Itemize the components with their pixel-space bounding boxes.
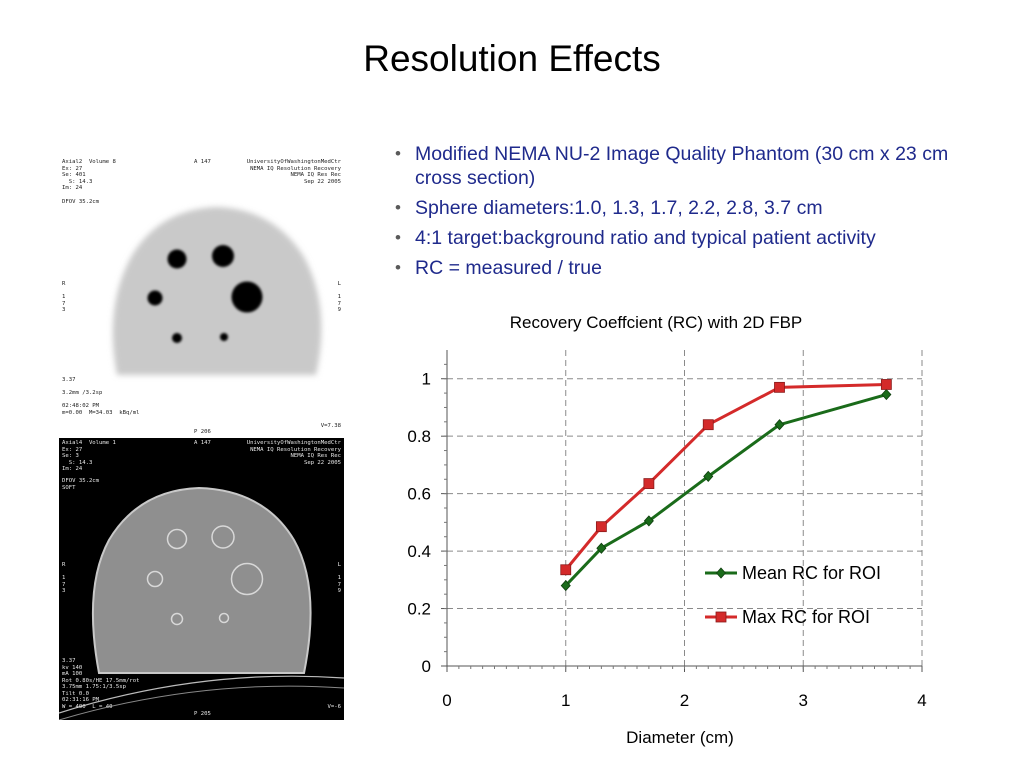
ct-bottom-right-info: V=-6	[327, 704, 341, 710]
pet-left-orientation: R 1 7 3	[62, 281, 66, 313]
chart-axes: 0 0.2 0.4 0.6 0.8 1 0 1 2 3 4	[407, 350, 927, 710]
pet-sphere	[220, 333, 228, 341]
pet-dfov-info: DFOV 35.2cm	[62, 199, 100, 205]
slide-title: Resolution Effects	[363, 38, 661, 79]
ct-top-left-info: Axial4 Volume 1 Ex: 27 Se: 3 S: 14.3 Im:…	[62, 440, 116, 472]
pet-right-orientation: L 1 7 9	[337, 281, 341, 313]
pet-sphere	[231, 281, 263, 313]
chart-series	[560, 379, 892, 592]
pet-phantom-graphic	[112, 207, 322, 375]
recovery-coefficient-chart: Recovery Coeffcient (RC) with 2D FBP 0 0.…	[407, 313, 927, 747]
x-tick-label: 0	[442, 691, 451, 710]
pet-top-right-info: UniversityOfWashingtonMedCtr NEMA IQ Res…	[246, 159, 341, 185]
x-axis-label: Diameter (cm)	[626, 728, 734, 747]
x-tick-label: 3	[799, 691, 808, 710]
bullet-list: Modified NEMA NU-2 Image Quality Phantom…	[393, 142, 983, 286]
pet-top-left-info: Axial2 Volume 8 Ex: 27 Se: 401 S: 14.3 I…	[62, 159, 116, 191]
ct-table-line	[59, 675, 344, 714]
pet-bottom-right-info: V=7.38	[320, 423, 341, 429]
pet-sphere	[172, 333, 182, 343]
y-tick-label: 0.6	[407, 485, 431, 504]
data-point	[774, 381, 785, 393]
data-point	[774, 419, 785, 431]
chart-title: Recovery Coeffcient (RC) with 2D FBP	[510, 313, 803, 332]
data-point	[643, 515, 654, 527]
bullet-item: Sphere diameters:1.0, 1.3, 1.7, 2.2, 2.8…	[393, 196, 983, 220]
ct-table-line	[59, 685, 344, 720]
ct-top-right-info: UniversityOfWashingtonMedCtr NEMA IQ Res…	[246, 440, 341, 466]
chart-gridlines	[447, 350, 923, 666]
data-point	[702, 419, 714, 431]
ct-left-orientation: R 1 7 3	[62, 562, 66, 594]
pet-sphere	[167, 249, 187, 269]
data-point	[560, 564, 572, 576]
series-line	[564, 382, 887, 571]
x-tick-label: 4	[917, 691, 926, 710]
x-tick-label: 2	[680, 691, 689, 710]
ct-right-orientation: L 1 7 9	[337, 562, 341, 594]
data-point	[643, 478, 655, 489]
pet-top-center-info: A 147	[194, 159, 211, 165]
legend-label: Max RC for ROI	[742, 607, 870, 627]
bullet-item: Modified NEMA NU-2 Image Quality Phantom…	[393, 142, 983, 190]
data-point	[560, 579, 571, 592]
ct-scan-image: Axial4 Volume 1 Ex: 27 Se: 3 S: 14.3 Im:…	[59, 438, 344, 720]
data-point	[880, 379, 892, 390]
data-point	[595, 521, 607, 533]
pet-sphere	[212, 245, 234, 267]
ct-bottom-left-info: 3.37 kv 140 mA 100 Rot 0.80s/HE 17.5mm/r…	[62, 658, 140, 710]
legend-marker	[715, 611, 727, 623]
y-tick-label: 0	[422, 657, 431, 676]
data-point	[881, 388, 892, 401]
ct-dfov-info: DFOV 35.2cm SOFT	[62, 478, 100, 491]
data-point	[596, 542, 607, 554]
ct-phantom-graphic	[59, 486, 344, 720]
series-line	[564, 393, 887, 587]
chart-legend: Mean RC for ROI Max RC for ROI	[705, 563, 881, 627]
legend-entry: Max RC for ROI	[705, 607, 870, 627]
y-tick-label: 0.4	[407, 542, 431, 561]
x-tick-label: 1	[561, 691, 570, 710]
pet-bottom-left-info: 3.37 3.2mm /3.2sp 02:48:02 PM m=0.00 M=3…	[62, 377, 140, 416]
ct-sphere	[166, 528, 188, 550]
ct-sphere	[146, 570, 164, 588]
legend-marker	[715, 567, 727, 579]
data-point	[703, 470, 714, 482]
ct-phantom-body	[91, 486, 312, 674]
y-tick-label: 1	[422, 370, 431, 389]
pet-phantom-body	[112, 207, 322, 375]
ct-sphere	[218, 612, 230, 624]
ct-sphere	[170, 612, 184, 626]
pet-bottom-center-info: P 206	[194, 429, 211, 435]
ct-sphere	[211, 525, 235, 549]
series-mean-rc-for-roi	[560, 388, 892, 592]
bullet-item: RC = measured / true	[393, 256, 983, 280]
y-tick-label: 0.8	[407, 427, 431, 446]
series-max-rc-for-roi	[560, 379, 892, 576]
ct-top-center-info: A 147	[194, 440, 211, 446]
y-tick-label: 0.2	[407, 600, 431, 619]
bullet-item: 4:1 target:background ratio and typical …	[393, 226, 983, 250]
pet-scan-image: Axial2 Volume 8 Ex: 27 Se: 401 S: 14.3 I…	[59, 157, 344, 438]
legend-entry: Mean RC for ROI	[705, 563, 881, 583]
ct-sphere	[230, 562, 264, 596]
pet-sphere	[147, 290, 163, 306]
legend-label: Mean RC for ROI	[742, 563, 881, 583]
ct-bottom-center-info: P 205	[194, 711, 211, 717]
